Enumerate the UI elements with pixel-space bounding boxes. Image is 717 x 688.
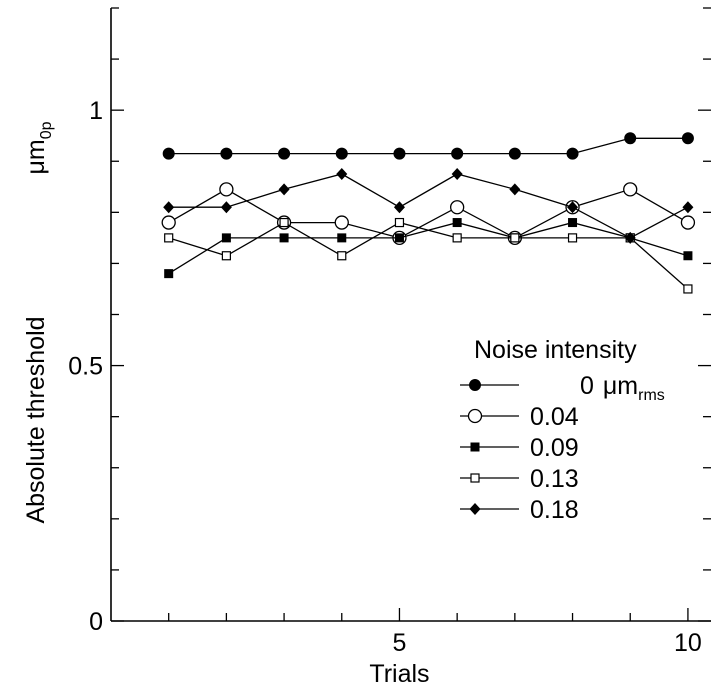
legend-label-unit-sub: rms — [638, 387, 665, 404]
data-point — [624, 132, 637, 145]
series-2 — [164, 218, 693, 279]
x-axis-title: Trials — [369, 660, 429, 688]
data-point — [509, 183, 521, 196]
legend-marker — [470, 473, 480, 483]
series-0 — [162, 132, 694, 160]
data-point — [681, 132, 694, 145]
data-point — [451, 147, 464, 160]
legend-marker — [469, 379, 481, 391]
series-line — [168, 137, 688, 155]
data-point — [164, 233, 174, 243]
y-tick-label: 0.5 — [68, 353, 103, 381]
data-point — [337, 251, 347, 261]
data-point — [566, 147, 579, 160]
legend-marker — [469, 503, 481, 515]
y-tick-label: 0 — [89, 608, 103, 636]
legend-label-unit: μm — [603, 372, 638, 400]
data-point — [452, 218, 462, 228]
legend-label: 0.04 — [530, 403, 579, 431]
data-point — [510, 233, 520, 243]
data-point — [278, 147, 291, 160]
legend-title: Noise intensity — [474, 336, 637, 364]
legend-entry: 0.09 — [460, 434, 579, 462]
data-point — [568, 218, 578, 228]
data-point — [393, 147, 406, 160]
data-point — [394, 233, 404, 243]
data-point — [337, 233, 347, 243]
legend-label: 0.09 — [530, 434, 579, 462]
series-layer — [161, 132, 696, 294]
data-point — [567, 201, 579, 214]
data-point — [683, 284, 693, 294]
data-point — [623, 182, 638, 197]
data-point — [336, 168, 348, 181]
legend-label: 0.18 — [530, 496, 579, 524]
y-unit-sub: 0p — [38, 121, 55, 139]
series-line — [168, 188, 689, 239]
data-point — [279, 233, 289, 243]
data-point — [335, 147, 348, 160]
data-point — [393, 201, 405, 214]
data-point — [508, 147, 521, 160]
data-point — [221, 233, 231, 243]
x-tick-label: 10 — [674, 629, 702, 657]
y-unit-main: μm — [22, 139, 50, 174]
y-tick-label: 1 — [89, 97, 103, 125]
data-point — [451, 168, 463, 181]
series-3 — [164, 217, 693, 294]
data-point — [624, 231, 636, 244]
data-point — [452, 233, 462, 243]
x-tick-label: 5 — [393, 629, 407, 657]
data-point — [682, 201, 694, 214]
legend-entry: 0.18 — [460, 496, 579, 524]
data-point — [161, 215, 176, 230]
series-1 — [161, 182, 696, 246]
data-point — [278, 183, 290, 196]
data-point — [680, 215, 696, 230]
legend-entry: 0.04 — [460, 403, 579, 431]
legend-marker — [467, 408, 483, 424]
data-point — [394, 217, 405, 228]
legend-entry: 0 μmrms — [460, 372, 665, 404]
data-point — [450, 200, 465, 215]
data-point — [220, 147, 233, 160]
legend-label-value: 0 — [580, 372, 594, 400]
data-point — [567, 233, 578, 243]
series-line — [168, 221, 689, 290]
legend-label: 0 μmrms — [580, 372, 665, 404]
y-axis-title: Absolute threshold — [22, 316, 50, 523]
data-point — [163, 201, 175, 214]
legend-label: 0.13 — [530, 465, 579, 493]
data-point — [683, 251, 693, 261]
y-axis-unit: μm0p — [22, 121, 55, 174]
series-4 — [163, 168, 694, 244]
series-line — [168, 173, 689, 239]
legend-marker — [470, 442, 480, 452]
legend-entry: 0.13 — [460, 465, 579, 493]
data-point — [221, 251, 231, 261]
data-point — [162, 147, 175, 160]
data-point — [220, 201, 232, 214]
data-point — [334, 215, 349, 230]
data-point — [219, 182, 234, 197]
data-point — [164, 269, 174, 279]
legend: Noise intensity 0 μmrms 0.04 0.09 0.13 0.18 — [460, 336, 665, 524]
data-point — [279, 217, 289, 228]
